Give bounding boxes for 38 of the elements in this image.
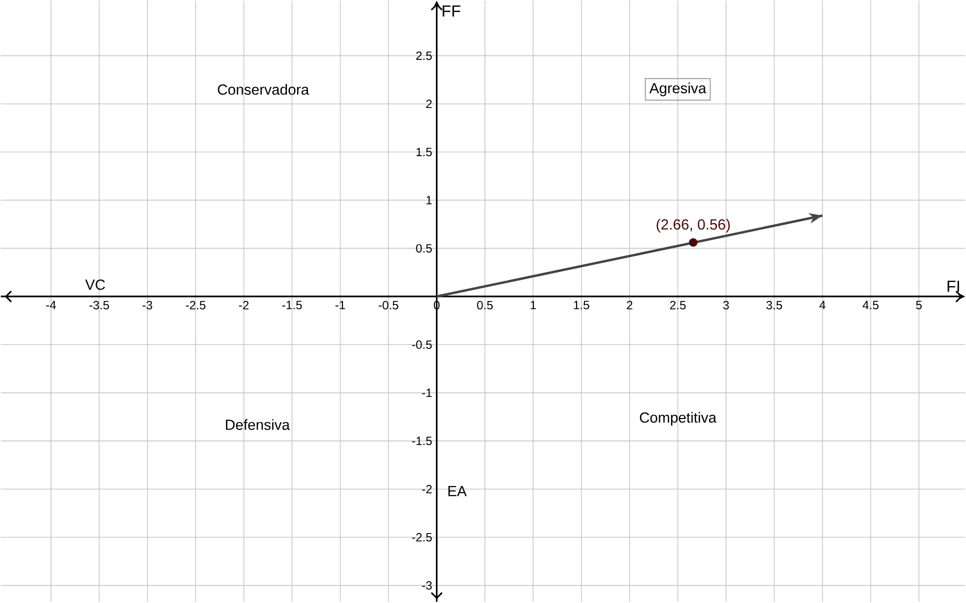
x-tick-label: -2 (239, 301, 249, 310)
annotation: Competitiva (640, 412, 716, 426)
y-tick-label: -1 (422, 388, 432, 398)
y-tick-label: 2.5 (416, 52, 432, 60)
x-tick-label: 4.5 (862, 301, 879, 310)
x-axis-title: FI (948, 281, 960, 292)
x-tick-label: 4 (819, 301, 826, 310)
annotation: Defensiva (226, 419, 290, 430)
y-tick-label: -3 (422, 581, 432, 590)
x-tick-label: -3.5 (89, 301, 109, 310)
y-tick-label: -2 (422, 485, 432, 494)
x-tick-label: 2.5 (670, 301, 686, 310)
x-tick-label: -4 (46, 301, 56, 310)
y-tick-label: -0.5 (412, 340, 432, 350)
x-tick-label: 2 (626, 301, 632, 310)
annotation: EA (448, 486, 467, 496)
x-tick-label: -1.5 (282, 301, 302, 310)
x-tick-label: -0.5 (378, 301, 398, 310)
x-tick-label: -2.5 (186, 301, 206, 310)
annotation: VC (85, 280, 105, 290)
y-tick-label: 1 (426, 196, 432, 204)
x-tick-label: -1 (335, 301, 346, 310)
x-tick-label: 3 (723, 301, 729, 310)
y-tick-label: 0.5 (416, 244, 432, 253)
y-tick-label: 1.5 (416, 148, 432, 156)
y-tick-label: 2 (426, 100, 432, 108)
x-tick-label: 3.5 (766, 301, 782, 310)
x-tick-label: 1.5 (574, 301, 590, 310)
annotation: (2.66, 0.56) (656, 219, 730, 233)
y-tick-label: -1.5 (412, 436, 432, 446)
y-axis-title: FF (442, 6, 460, 17)
x-tick-label: 5 (916, 301, 922, 310)
x-tick-label: -3 (142, 301, 152, 310)
annotation: Agresiva (649, 82, 706, 96)
x-tick-label: 1 (530, 301, 536, 310)
x-tick-label: 0.5 (477, 301, 493, 310)
y-tick-label: -2.5 (412, 533, 432, 542)
annotation: Conservadora (218, 84, 310, 95)
